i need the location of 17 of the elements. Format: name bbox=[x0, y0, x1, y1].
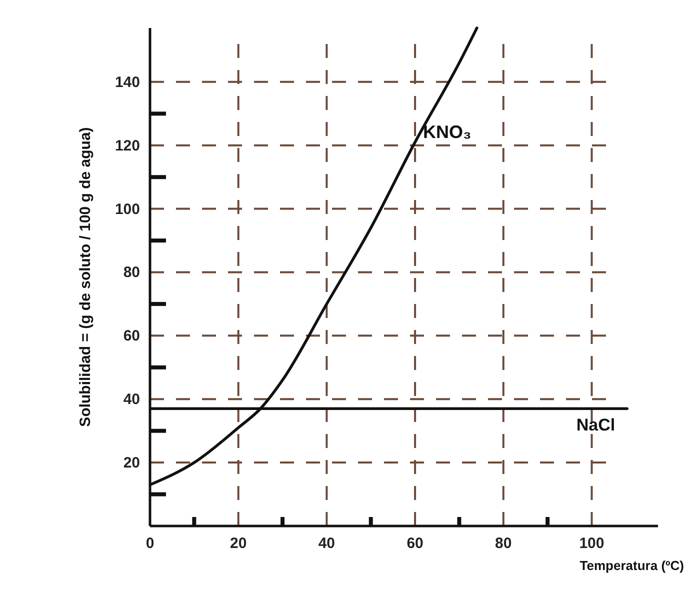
y-tick-label: 20 bbox=[123, 454, 140, 472]
y-tick-label: 80 bbox=[123, 264, 140, 282]
series-label: NaCl bbox=[576, 416, 616, 435]
series-label: KNO₃ bbox=[423, 122, 472, 142]
y-tick-label: 140 bbox=[114, 74, 140, 91]
x-tick-label: 0 bbox=[146, 535, 154, 552]
y-tick-label: 40 bbox=[123, 391, 140, 408]
x-tick-label: 100 bbox=[579, 535, 604, 552]
x-tick-label: 40 bbox=[318, 535, 336, 552]
y-tick-label: 120 bbox=[114, 137, 140, 154]
x-tick-label: 60 bbox=[406, 535, 424, 552]
y-tick-label: 60 bbox=[123, 328, 140, 345]
y-axis-title: Solubilidad = (g de soluto / 100 g de agua) bbox=[77, 127, 94, 427]
x-axis-title: Temperatura (ºC) bbox=[580, 558, 684, 573]
y-tick-label: 100 bbox=[114, 200, 140, 218]
x-tick-label: 80 bbox=[495, 535, 512, 552]
x-tick-label: 20 bbox=[230, 535, 247, 552]
